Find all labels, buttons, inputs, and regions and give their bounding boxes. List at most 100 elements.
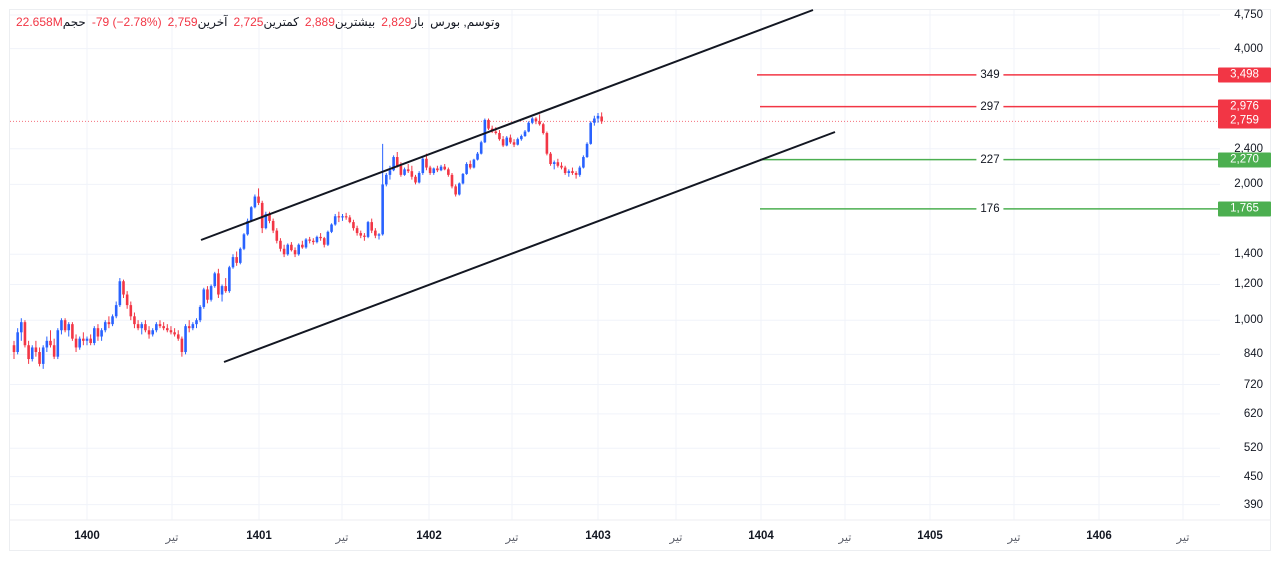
candle-body [27,345,30,360]
price-tick-label: 2,000 [1234,178,1263,191]
candle-body [600,116,603,122]
candle-body [381,184,384,235]
candle-body [268,213,271,221]
candle-body [352,222,355,229]
high-value: 2,889 [304,15,335,29]
candle-body [337,216,341,218]
candle-body [129,305,133,317]
candle-body [187,326,191,329]
price-tick-label: 1,200 [1234,278,1263,291]
candle-body [545,133,549,154]
close-label: آخرین [197,15,228,29]
open-label: باز [411,15,425,29]
candle-body [136,324,140,329]
candle-body [34,347,38,353]
trend-channel[interactable] [200,9,836,363]
price-tick-label: 1,400 [1234,248,1263,261]
candle-body [501,139,505,146]
candle-body [414,176,417,183]
candle-body [38,352,41,364]
time-tick-label: 1404 [748,530,774,542]
candle-body [494,131,498,134]
candle-body [322,238,326,245]
candle-body [125,294,129,306]
candle-body [271,220,275,231]
candle-body [505,137,509,146]
candle-body [195,320,198,325]
change-value: -79 (−2.78%) [91,15,162,29]
candle-body [443,166,446,170]
candle-body [541,124,545,134]
candle-body [432,168,436,174]
candle-body [191,324,195,329]
candle-body [297,244,300,255]
candle-body [439,166,443,171]
price-tag-resistance: 2,976 [1218,99,1271,115]
candle-body [140,324,144,329]
candle-body [483,119,487,143]
time-tick-label: 1400 [74,530,100,542]
candle-body [567,171,571,174]
candle-body [151,330,154,335]
price-tick-label: 720 [1243,378,1263,391]
candle-body [355,228,359,234]
candle-body [370,222,373,231]
low-label: کمترین [263,15,299,29]
candle-body [180,338,184,353]
level-label-297: 297 [976,100,1004,113]
candle-body [436,168,439,171]
candle-body [326,231,330,245]
ohlc-legend: وتوسم, بورس باز 2,829 بیشترین 2,889 کمترین… [16,15,500,29]
candle-body [552,162,556,164]
price-tick-label: 620 [1243,407,1263,420]
candle-body [560,165,563,168]
price-tick-label: 390 [1243,498,1263,511]
candle-body [176,334,180,339]
candle-body [596,115,600,119]
candle-body [103,322,107,331]
candle-body [290,244,293,251]
open-value: 2,829 [381,15,412,29]
candle-body [60,320,63,331]
candle-body [363,235,366,237]
candle-body [279,240,282,249]
candlesticks [12,112,603,369]
price-tick-label: 520 [1243,442,1263,455]
candle-body [155,324,158,331]
candle-body [344,216,348,218]
candle-body [30,347,34,360]
time-tick-label: 1405 [917,530,943,542]
candle-body [304,239,308,248]
candle-body [82,338,85,341]
candle-body [198,306,202,321]
candle-body [63,320,67,331]
channel-line-lower [223,131,836,363]
candle-body [425,158,428,168]
candle-body [158,324,162,327]
grid-lines [10,10,1270,521]
candle-body [366,222,370,237]
candle-body [78,338,81,348]
level-label-349: 349 [976,68,1004,81]
candle-body [246,220,249,235]
candle-body [74,338,78,348]
candle-body [202,289,206,307]
candle-body [392,157,395,171]
candle-body [147,330,151,335]
candle-body [85,338,89,341]
candle-body [41,347,45,364]
time-tick-label: تیر [165,532,179,544]
candle-body [23,322,27,346]
candle-body [461,173,465,184]
candle-body [377,234,381,236]
candle-body [12,345,16,353]
candle-body [531,118,534,123]
candle-body [421,158,425,174]
candle-body [45,340,49,348]
candle-body [509,137,512,143]
time-tick-label: تیر [669,532,683,544]
candle-body [100,330,103,337]
candle-body [476,153,479,160]
candle-body [571,171,574,174]
